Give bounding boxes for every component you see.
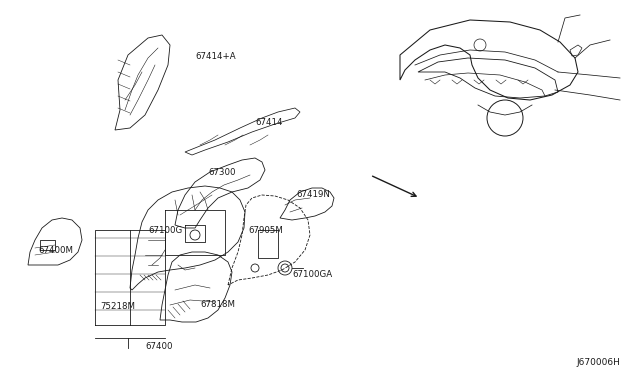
Text: 67414+A: 67414+A [195, 52, 236, 61]
Text: 67905M: 67905M [248, 226, 283, 235]
Text: 75218M: 75218M [100, 302, 135, 311]
Text: 67818M: 67818M [200, 300, 235, 309]
Text: 67400M: 67400M [38, 246, 73, 255]
Text: J670006H: J670006H [576, 358, 620, 367]
Text: 67419N: 67419N [296, 190, 330, 199]
Text: 67400: 67400 [145, 342, 173, 351]
Text: 67300: 67300 [208, 168, 236, 177]
Text: 67100G: 67100G [148, 226, 182, 235]
Text: 67414: 67414 [255, 118, 282, 127]
Text: 67100GA: 67100GA [292, 270, 332, 279]
